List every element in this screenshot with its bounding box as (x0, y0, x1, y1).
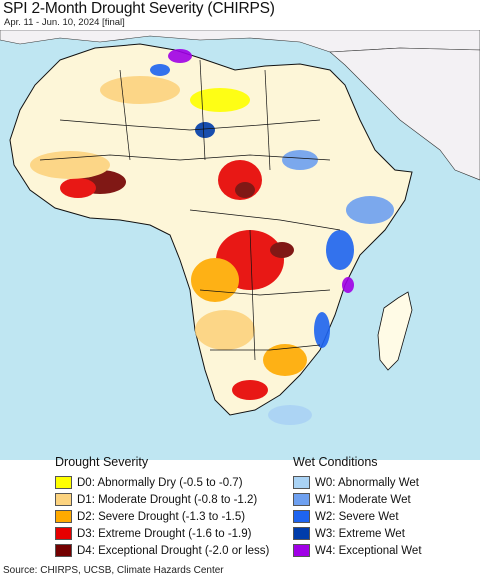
legend-swatch-w1 (293, 493, 310, 506)
border-line (39, 154, 331, 161)
legend-label-w4: W4: Exceptional Wet (315, 544, 422, 557)
patch-congo-d2 (191, 258, 239, 302)
legend-item-w2: W2: Severe Wet (293, 508, 422, 525)
legend-label-w0: W0: Abnormally Wet (315, 476, 419, 489)
wet-legend-heading: Wet Conditions (293, 455, 378, 469)
patch-atlas-w4 (168, 49, 192, 63)
border-line (59, 119, 321, 131)
legend-label-d4: D4: Exceptional Drought (-2.0 or less) (77, 544, 270, 557)
patch-west-africa-d3 (60, 178, 96, 198)
africa-landmass (9, 43, 413, 416)
legend-label-d3: D3: Extreme Drought (-1.6 to -1.9) (77, 527, 252, 540)
legend-item-d0: D0: Abnormally Dry (-0.5 to -0.7) (55, 474, 269, 491)
patch-horn-w2 (326, 230, 354, 270)
legend-label-d0: D0: Abnormally Dry (-0.5 to -0.7) (77, 476, 243, 489)
patch-sahara-w3 (195, 122, 215, 138)
drought-legend: Drought Severity D0: Abnormally Dry (-0.… (55, 455, 269, 559)
patch-north-d1 (100, 76, 180, 104)
legend-swatch-d4 (55, 544, 72, 557)
map-subtitle: Apr. 11 - Jun. 10, 2024 [final] (4, 17, 125, 28)
legend-swatch-w3 (293, 527, 310, 540)
patch-angola-d1 (195, 310, 255, 350)
legend-swatch-d2 (55, 510, 72, 523)
patch-horn-w1 (346, 196, 394, 224)
patch-kenya-w4 (342, 277, 354, 293)
source-note: Source: CHIRPS, UCSB, Climate Hazards Ce… (3, 565, 224, 576)
border-line (189, 209, 341, 231)
drought-legend-heading: Drought Severity (55, 455, 149, 469)
legend-label-d1: D1: Moderate Drought (-0.8 to -1.2) (77, 493, 258, 506)
legend-item-d1: D1: Moderate Drought (-0.8 to -1.2) (55, 491, 269, 508)
patch-algeria-w2 (150, 64, 170, 76)
border-line (249, 229, 256, 361)
border-line (119, 69, 131, 161)
patch-mozambique-w2 (314, 312, 330, 348)
legend-item-w1: W1: Moderate Wet (293, 491, 422, 508)
legend-swatch-d1 (55, 493, 72, 506)
wet-legend: Wet Conditions W0: Abnormally Wet W1: Mo… (293, 455, 422, 559)
severity-patches (30, 49, 394, 425)
border-line (199, 289, 331, 296)
madagascar (377, 291, 413, 371)
patch-sahel-d1 (30, 151, 110, 179)
drought-map (0, 30, 480, 460)
middle-east-landmass (329, 47, 480, 181)
border-line (264, 69, 271, 171)
patch-southafrica-w0 (268, 405, 312, 425)
legend-label-d2: D2: Severe Drought (-1.3 to -1.5) (77, 510, 246, 523)
legend-label-w2: W2: Severe Wet (315, 510, 399, 523)
border-line (210, 344, 321, 351)
patch-south-d3 (232, 380, 268, 400)
legend-item-d4: D4: Exceptional Drought (-2.0 or less) (55, 542, 269, 559)
legend-item-w3: W3: Extreme Wet (293, 525, 422, 542)
legend-swatch-w2 (293, 510, 310, 523)
country-borders (39, 59, 341, 361)
legend-swatch-w0 (293, 476, 310, 489)
legend-label-w1: W1: Moderate Wet (315, 493, 411, 506)
map-title: SPI 2-Month Drought Severity (CHIRPS) (3, 0, 275, 17)
legend-swatch-w4 (293, 544, 310, 557)
legend-item-d2: D2: Severe Drought (-1.3 to -1.5) (55, 508, 269, 525)
legend-item-w4: W4: Exceptional Wet (293, 542, 422, 559)
legend-swatch-d0 (55, 476, 72, 489)
legend: Drought Severity D0: Abnormally Dry (-0.… (0, 455, 480, 563)
africa-map-svg (0, 30, 480, 460)
patch-north-d0 (190, 88, 250, 112)
patch-sudan-w1 (282, 150, 318, 170)
border-line (199, 59, 206, 161)
legend-item-w0: W0: Abnormally Wet (293, 474, 422, 491)
legend-swatch-d3 (55, 527, 72, 540)
patch-east-d4 (270, 242, 294, 258)
legend-item-d3: D3: Extreme Drought (-1.6 to -1.9) (55, 525, 269, 542)
legend-label-w3: W3: Extreme Wet (315, 527, 405, 540)
patch-central-d4 (235, 182, 255, 198)
patch-south-d2 (263, 344, 307, 376)
